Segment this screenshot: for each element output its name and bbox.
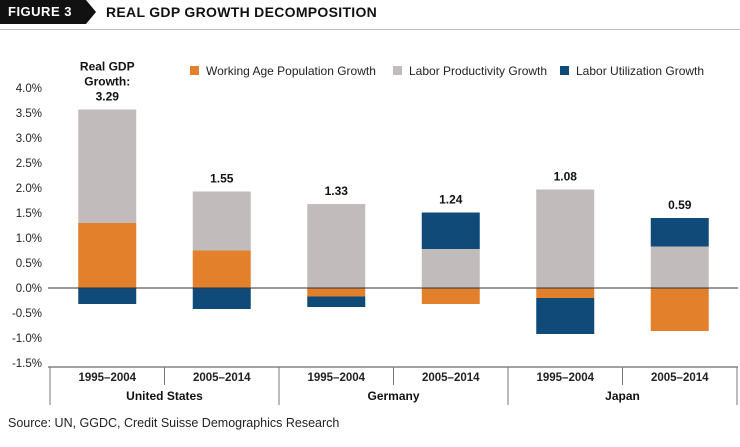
data-label-total: 1.24 [439,193,463,207]
bar-segment [650,246,709,288]
total-label-title: Growth: [84,75,130,89]
bar-segment [78,223,137,288]
x-tick-label: 2005–2014 [651,372,709,384]
legend-label: Labor Utilization Growth [576,64,704,78]
bar-segment [421,288,480,304]
y-tick-label: 4.0% [16,83,42,95]
x-group-label: Germany [367,389,419,403]
data-label-total: 0.59 [668,198,692,212]
bar-segment [421,249,480,288]
bar-segment [192,288,251,309]
y-tick-label: -0.5% [12,308,42,320]
legend-label: Working Age Population Growth [206,64,376,78]
bar-segment [192,191,251,251]
data-label-total: 1.55 [210,172,234,186]
source-note: Source: UN, GGDC, Credit Suisse Demograp… [8,416,340,430]
figure-title: REAL GDP GROWTH DECOMPOSITION [106,4,378,20]
x-tick-label: 1995–2004 [536,372,594,384]
bar-segment [307,204,366,288]
header-rule [0,29,740,30]
figure-label-arrow [86,0,96,24]
legend-label: Labor Productivity Growth [409,64,547,78]
bar-segment [650,218,709,247]
x-tick-label: 2005–2014 [422,372,480,384]
y-tick-label: -1.5% [12,358,42,370]
legend-swatch [190,66,199,75]
y-tick-label: 0.0% [16,283,42,295]
bar-segment [421,212,480,249]
y-tick-label: 2.5% [16,158,42,170]
y-tick-label: 3.0% [16,133,42,145]
y-tick-label: 0.5% [16,258,42,270]
figure-header: FIGURE 3 REAL GDP GROWTH DECOMPOSITION [0,0,740,28]
bar-segment [536,288,595,298]
x-tick-label: 1995–2004 [78,372,136,384]
x-tick-label: 2005–2014 [193,372,251,384]
legend-swatch [560,66,569,75]
x-tick-label: 1995–2004 [307,372,365,384]
data-label-total: 3.29 [96,90,120,104]
y-tick-label: -1.0% [12,333,42,345]
y-tick-label: 3.5% [16,108,42,120]
legend-swatch [393,66,402,75]
bar-segment [307,296,366,307]
data-label-total: 1.08 [554,170,578,184]
y-tick-label: 1.0% [16,233,42,245]
x-group-label: Japan [605,389,640,403]
y-tick-label: 1.5% [16,208,42,220]
gdp-decomposition-chart: 4.0% 3.5% 3.0% 2.5% 2.0% 1.5% 1.0% 0.5% 0.0% -0.5… [12,60,738,405]
bar-segment [536,298,595,334]
bar-segment [307,288,366,297]
data-label-total: 1.33 [325,184,349,198]
bar-segment [536,189,595,288]
bar-segment [78,109,137,223]
bar-segment [650,288,709,331]
x-group-label: United States [126,389,203,403]
figure-label: FIGURE 3 [0,0,86,24]
total-label-title: Real GDP [80,60,135,74]
bar-segment [192,250,251,288]
y-tick-label: 2.0% [16,183,42,195]
bar-segment [78,288,137,304]
